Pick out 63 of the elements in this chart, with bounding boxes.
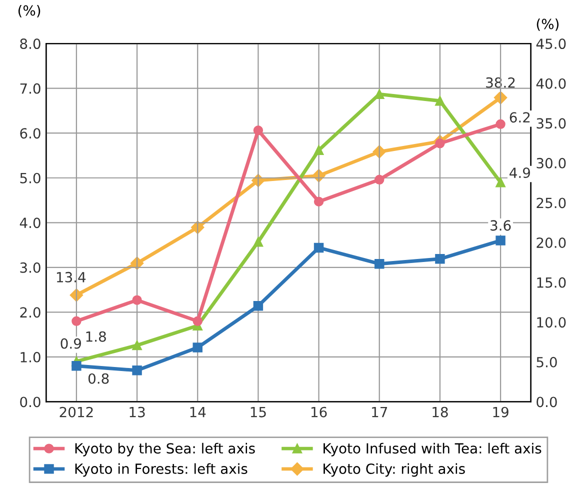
y-tick-label: 8.0 [20,38,40,50]
data-label: 13.4 [56,272,86,282]
point [496,236,506,246]
point [314,196,324,206]
point [374,174,384,185]
data-label: 0.8 [88,373,109,384]
point [435,96,445,106]
y2-tick-label: 30.0 [536,158,566,168]
data-label: 4.9 [510,168,530,178]
legend-label: Kyoto City: right axis [324,463,465,477]
point [253,237,264,247]
y2-tick-label: 20.0 [536,238,566,248]
y-tick-label: 2.0 [20,307,40,318]
point [435,138,445,148]
y2-tick-label: 15.0 [537,277,566,288]
y2-tick-label: 5.0 [536,356,557,368]
point [132,340,142,350]
legend-label: Kyoto by the Sea: left axis [75,442,255,456]
point [192,342,202,352]
y2-tick-label: 40.0 [536,78,566,89]
x-tick-label: 16 [311,406,327,418]
point [72,316,82,326]
y-tick-label: 3.0 [20,262,40,273]
y2-tick-label: 35.0 [536,118,566,129]
data-label: 1.8 [86,331,106,342]
x-tick-label: 15 [250,407,266,418]
point [496,177,506,188]
y2-tick-label: 10.0 [537,317,566,328]
point [314,242,324,253]
x-tick-label: 19 [493,406,508,418]
y-tick-label: 7.0 [20,83,40,94]
y-tick-label: 5.0 [20,172,40,184]
point [72,361,82,371]
y-tick-label: 4.0 [20,218,40,228]
point [435,254,445,264]
y2-axis-title: (%) [536,18,559,31]
x-tick-label: 14 [190,407,206,418]
y2-tick-label: 0.0 [536,396,557,408]
point [494,91,508,104]
point [132,366,142,376]
x-tick-label: 17 [372,407,388,418]
y-tick-label: 6.0 [20,128,40,139]
y-tick-label: 1.0 [20,352,40,362]
legend-label: Kyoto Infused with Tea: left axis [324,442,542,456]
y-axis-title: (%) [18,5,40,18]
point [253,126,264,136]
y2-tick-label: 45.0 [536,38,566,50]
x-tick-label: 13 [130,406,145,418]
point [192,316,202,326]
point [253,301,264,311]
x-tick-label: 2012 [60,406,93,418]
y2-tick-label: 25.0 [536,198,566,208]
data-label: 3.6 [490,220,511,231]
point [374,89,384,100]
legend-label: Kyoto in Forests: left axis [75,463,248,477]
y-tick-label: 0.0 [20,396,40,408]
point [132,295,142,305]
point [314,145,324,155]
point [374,258,384,269]
x-tick-label: 18 [432,406,448,418]
point [496,119,506,130]
data-label: 0.9 [60,338,81,349]
data-label: 6.2 [510,112,530,123]
